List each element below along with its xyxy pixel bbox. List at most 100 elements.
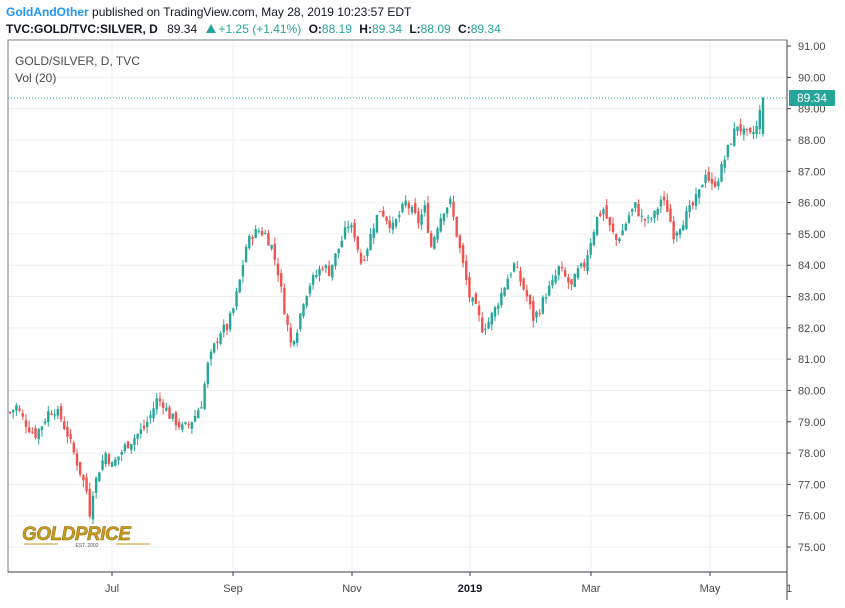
candle-body bbox=[484, 328, 487, 330]
candle bbox=[570, 278, 573, 291]
candle bbox=[11, 409, 15, 419]
candle-body bbox=[123, 444, 127, 451]
candle-body bbox=[442, 213, 446, 222]
candle bbox=[8, 411, 12, 415]
candle bbox=[646, 214, 650, 224]
candle-body bbox=[602, 209, 605, 215]
author-link[interactable]: GoldAndOther bbox=[6, 5, 89, 19]
quote-line: TVC:GOLD/TVC:SILVER, D 89.34 +1.25 (+1.4… bbox=[6, 21, 840, 38]
candle-body bbox=[228, 313, 232, 330]
candle-body bbox=[356, 236, 359, 250]
candle-body bbox=[509, 274, 513, 276]
candle-body bbox=[471, 297, 474, 302]
candle-body bbox=[264, 232, 267, 234]
candle bbox=[420, 208, 423, 230]
candle bbox=[691, 200, 695, 210]
candle-body bbox=[82, 474, 85, 481]
candle bbox=[761, 97, 765, 137]
candle bbox=[637, 199, 640, 217]
candle-body bbox=[394, 219, 398, 227]
candle-body bbox=[168, 407, 171, 419]
candle-body bbox=[525, 290, 529, 297]
candle bbox=[362, 255, 366, 262]
candle bbox=[398, 211, 401, 223]
volume-label: Vol (20) bbox=[15, 71, 56, 85]
candle bbox=[586, 249, 589, 275]
candle-body bbox=[50, 413, 53, 415]
x-axis: Jul Sep Nov 2019 Mar May 1 bbox=[105, 572, 792, 595]
goldprice-logo: GOLDPRICE EST. 2002 bbox=[22, 524, 150, 549]
candle bbox=[200, 401, 203, 409]
y-tick-label: 80.00 bbox=[798, 385, 826, 397]
y-tick-label: 82.00 bbox=[798, 323, 826, 335]
candle-body bbox=[551, 280, 554, 286]
candle bbox=[273, 237, 277, 266]
candle bbox=[117, 456, 120, 466]
candle bbox=[742, 125, 746, 141]
candle bbox=[656, 207, 659, 221]
candle-body bbox=[366, 249, 369, 257]
candle bbox=[621, 223, 624, 236]
candle-body bbox=[669, 208, 672, 222]
candle bbox=[152, 401, 155, 423]
candle bbox=[426, 196, 430, 234]
candle-body bbox=[621, 230, 624, 236]
candle-body bbox=[18, 408, 21, 411]
candle bbox=[634, 201, 637, 213]
candle bbox=[101, 454, 104, 471]
candle-body bbox=[595, 216, 599, 235]
candle bbox=[544, 292, 548, 304]
candle bbox=[576, 265, 580, 280]
candle bbox=[752, 125, 755, 140]
candle bbox=[410, 204, 414, 215]
candle-body bbox=[452, 201, 455, 217]
candle bbox=[123, 442, 127, 454]
candle-body bbox=[583, 262, 586, 268]
candle-body bbox=[107, 454, 111, 465]
candle-body bbox=[554, 275, 557, 283]
candle-body bbox=[630, 208, 634, 212]
candle bbox=[522, 277, 525, 291]
candle-body bbox=[694, 194, 698, 206]
candle bbox=[295, 329, 299, 347]
candle-body bbox=[538, 313, 541, 315]
y-tick-label: 83.00 bbox=[798, 292, 826, 304]
change-value: +1.25 (+1.41%) bbox=[218, 22, 302, 36]
candle bbox=[34, 425, 37, 440]
candle-body bbox=[512, 263, 516, 272]
candle-body bbox=[343, 227, 347, 239]
candle-body bbox=[414, 203, 417, 214]
candle-body bbox=[225, 324, 229, 331]
candle bbox=[538, 309, 541, 317]
candle-body bbox=[241, 264, 245, 277]
price-badge-label: 89.34 bbox=[797, 91, 827, 105]
candle-body bbox=[8, 411, 12, 413]
candle bbox=[91, 490, 95, 525]
candle bbox=[429, 230, 433, 248]
candle bbox=[359, 249, 363, 266]
candle bbox=[94, 476, 98, 499]
candle-body bbox=[662, 196, 666, 201]
candle bbox=[126, 440, 130, 449]
candle-body bbox=[353, 222, 356, 238]
x-tick-label: 2019 bbox=[458, 583, 482, 595]
candle-body bbox=[500, 292, 503, 306]
candle bbox=[286, 313, 289, 332]
candle-body bbox=[535, 311, 538, 318]
candle-body bbox=[181, 424, 184, 430]
candle bbox=[321, 265, 324, 272]
y-tick-label: 90.00 bbox=[798, 72, 826, 84]
candle bbox=[672, 215, 675, 244]
x-tick-label: 1 bbox=[786, 583, 792, 595]
candle bbox=[729, 143, 733, 145]
candle-body bbox=[206, 362, 210, 384]
x-tick-label: May bbox=[700, 583, 721, 595]
candle-body bbox=[40, 426, 44, 431]
candle-body bbox=[155, 398, 158, 410]
candle-body bbox=[139, 429, 143, 434]
candle bbox=[98, 471, 101, 482]
candle-body bbox=[586, 255, 589, 272]
candle-body bbox=[37, 429, 40, 440]
candle-body bbox=[174, 412, 178, 426]
